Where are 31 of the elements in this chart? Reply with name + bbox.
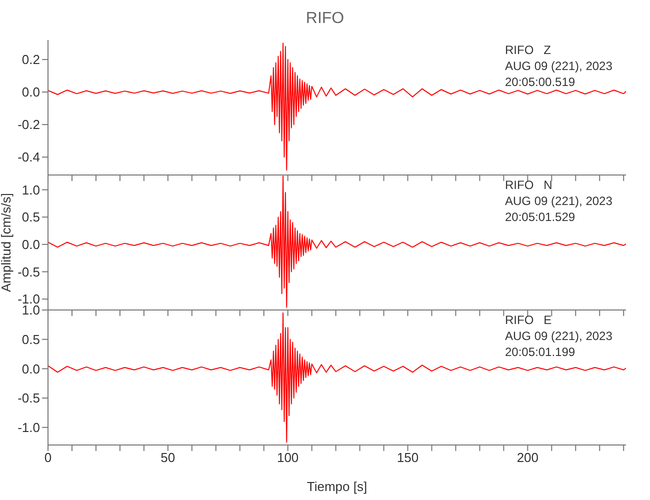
y-tick-label: -0.4 <box>18 150 40 165</box>
y-tick-label: 0.0 <box>22 237 40 252</box>
y-tick-label: 1.0 <box>22 182 40 198</box>
x-tick-label: 200 <box>516 450 539 466</box>
y-tick-label: 0.5 <box>22 332 40 347</box>
annotation: RIFO N <box>505 177 554 193</box>
y-tick-label: -0.5 <box>18 264 40 280</box>
chart-title: RIFO <box>304 10 346 28</box>
y-tick-label: 0.5 <box>22 210 40 225</box>
x-tick-label: 100 <box>276 450 299 466</box>
y-tick-label: 0.0 <box>22 361 40 376</box>
y-tick-label: 0.0 <box>22 84 40 100</box>
annotation: RIFO E <box>505 312 553 328</box>
x-tick-label: 50 <box>160 450 176 466</box>
line-series <box>48 42 626 171</box>
annotation: 20:05:01.199 <box>505 344 576 360</box>
y-tick-label: -1.0 <box>18 420 40 436</box>
y-tick-label: -0.2 <box>18 117 40 132</box>
y-tick-label: 0.2 <box>22 52 40 68</box>
line-series <box>48 312 626 443</box>
y-tick-label: -0.5 <box>18 390 40 406</box>
annotation: RIFO Z <box>505 42 552 58</box>
x-axis-title: Tiempo [s] <box>306 479 368 494</box>
annotation: 20:05:00.519 <box>505 74 576 90</box>
annotation: 20:05:01.529 <box>505 209 576 225</box>
x-tick-label: 150 <box>396 450 419 466</box>
annotation: AUG 09 (221), 2023 <box>505 193 612 209</box>
annotation: AUG 09 (221), 2023 <box>505 58 612 74</box>
annotation: AUG 09 (221), 2023 <box>505 328 612 344</box>
y-axis-title: Amplitud [cm/s/s] <box>0 193 14 292</box>
x-tick-label: 0 <box>44 450 52 466</box>
